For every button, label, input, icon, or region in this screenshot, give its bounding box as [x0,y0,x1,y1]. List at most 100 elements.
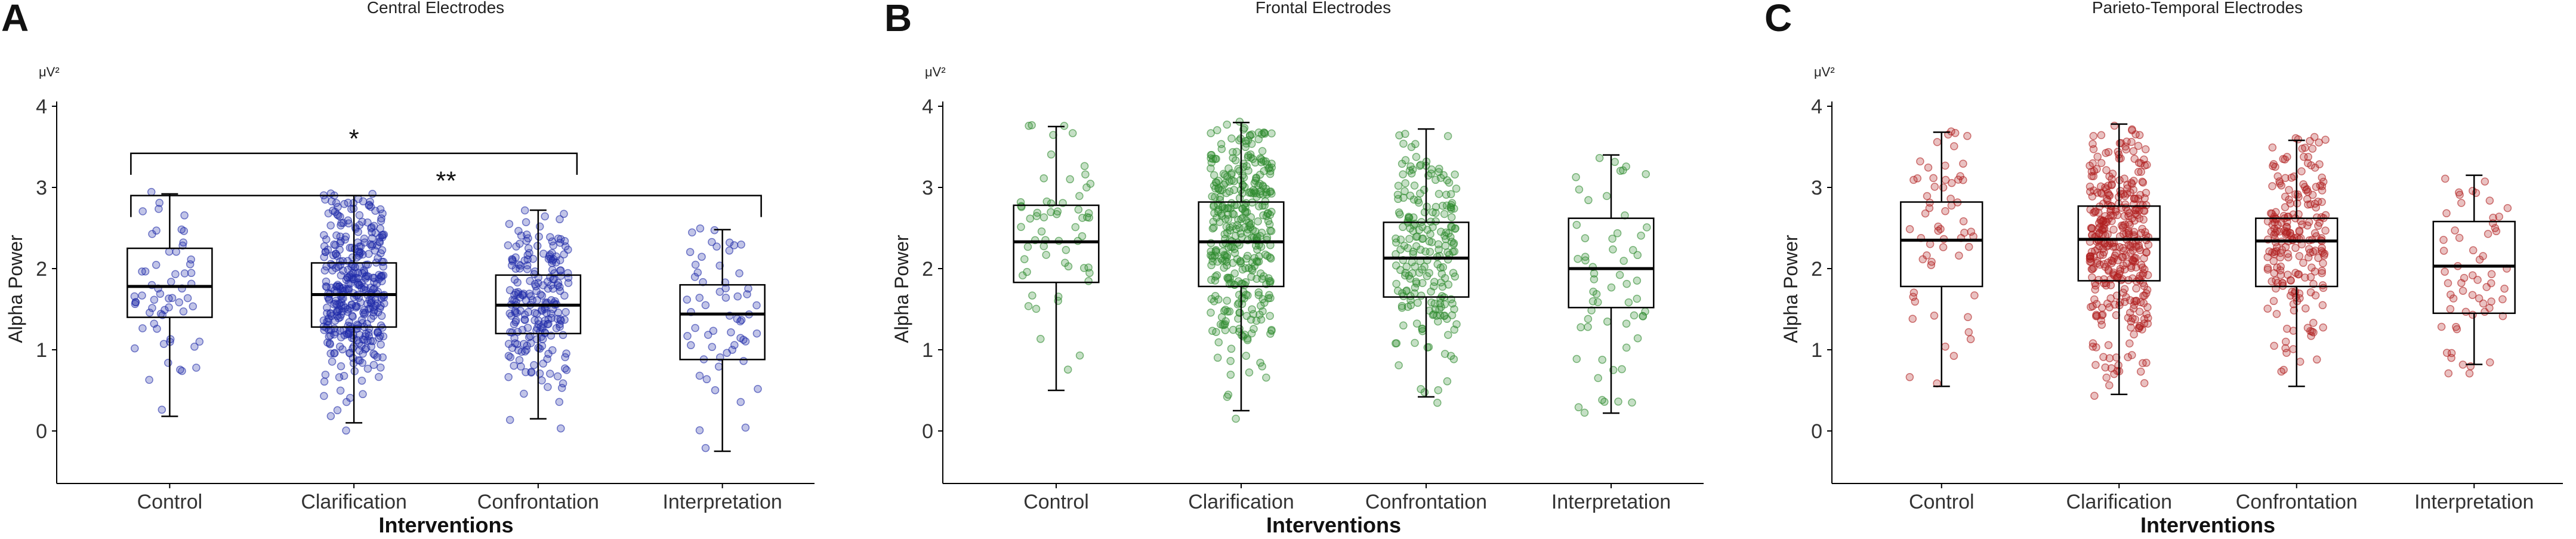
data-point [683,332,692,340]
data-point [1941,342,1949,351]
data-point [342,426,350,435]
data-point [1261,250,1270,259]
panel-b: B Frontal Electrodes μV² 0 1 2 3 4 Alpha Power Co… [884,0,1704,537]
data-point [2452,322,2460,331]
data-point [2457,279,2466,287]
data-point [2500,284,2509,293]
data-point [175,298,183,307]
data-point [2142,289,2151,298]
data-point [2127,178,2136,187]
data-point [1415,269,1424,277]
data-point [1223,229,1232,237]
data-point [1255,202,1263,211]
data-point [688,228,696,237]
data-point [2110,121,2119,130]
data-point [2293,190,2302,199]
data-point [1613,229,1622,238]
data-point [2484,230,2492,238]
data-point [512,242,520,251]
data-point [1966,335,1975,343]
data-point [1260,167,1268,175]
data-point [145,375,153,384]
data-point [1399,139,1408,148]
data-point [1930,312,1939,320]
data-point [1921,209,1930,218]
data-point [1221,215,1230,223]
data-point [505,220,514,228]
panel-title: Central Electrodes [367,0,504,17]
data-point [1434,190,1443,198]
data-point [1227,134,1236,143]
data-point [1622,162,1630,171]
data-point [1964,242,1973,251]
data-point [2089,264,2098,272]
y-tick-label: 2 [1811,258,1822,281]
data-point [1405,167,1414,175]
data-point [148,230,156,238]
data-point [326,221,335,230]
data-point [183,294,192,303]
data-point [1427,298,1436,307]
data-point [2130,330,2138,338]
data-point [525,289,533,298]
data-point [2314,254,2322,262]
data-point [180,227,189,235]
data-point [1394,195,1402,204]
significance-label: ** [436,167,456,196]
data-point [1941,161,1949,170]
data-point [2498,295,2507,304]
data-point [2321,226,2330,235]
data-point [1394,181,1403,190]
data-point [554,234,563,243]
data-point [1929,174,1938,183]
data-point [2120,285,2129,294]
data-point [1081,170,1090,178]
data-point [1211,184,1220,193]
data-point [2319,323,2327,332]
data-point [683,295,692,304]
data-point [1213,271,1221,279]
data-point [1252,275,1261,283]
data-point [1437,270,1446,278]
data-point [727,328,735,337]
data-point [510,361,518,370]
x-tick-label: Interpretation [1551,491,1671,513]
data-point [1207,276,1215,284]
data-point [322,277,331,286]
data-point [368,190,377,198]
data-point [2449,294,2458,303]
data-point [2098,310,2107,319]
box-interpretation [2432,174,2516,378]
data-point [532,287,541,295]
data-point [2468,291,2477,299]
data-point [1208,327,1217,335]
data-point [2121,200,2130,209]
data-point [1426,230,1434,239]
data-point [1047,150,1056,159]
box-confrontation [495,206,582,433]
data-point [2102,373,2111,382]
data-point [1438,202,1447,210]
x-tick-label: Clarification [1188,491,1294,513]
data-point [1449,269,1458,277]
data-point [2142,248,2151,257]
data-point [322,235,331,244]
data-point [1267,189,1276,198]
data-point [1214,338,1223,347]
data-point [553,372,562,381]
data-point [2315,138,2323,147]
data-point [1411,219,1419,228]
data-point [336,386,345,395]
data-point [1207,247,1215,256]
data-point [538,376,546,385]
data-point [1581,234,1590,242]
data-point [1254,135,1263,144]
data-point [2101,363,2109,372]
data-point [1439,263,1448,272]
data-point [699,278,707,287]
data-point [2140,282,2149,291]
data-point [1264,217,1273,226]
data-point [1414,298,1422,307]
data-point [2088,140,2097,148]
data-point [2285,186,2293,194]
